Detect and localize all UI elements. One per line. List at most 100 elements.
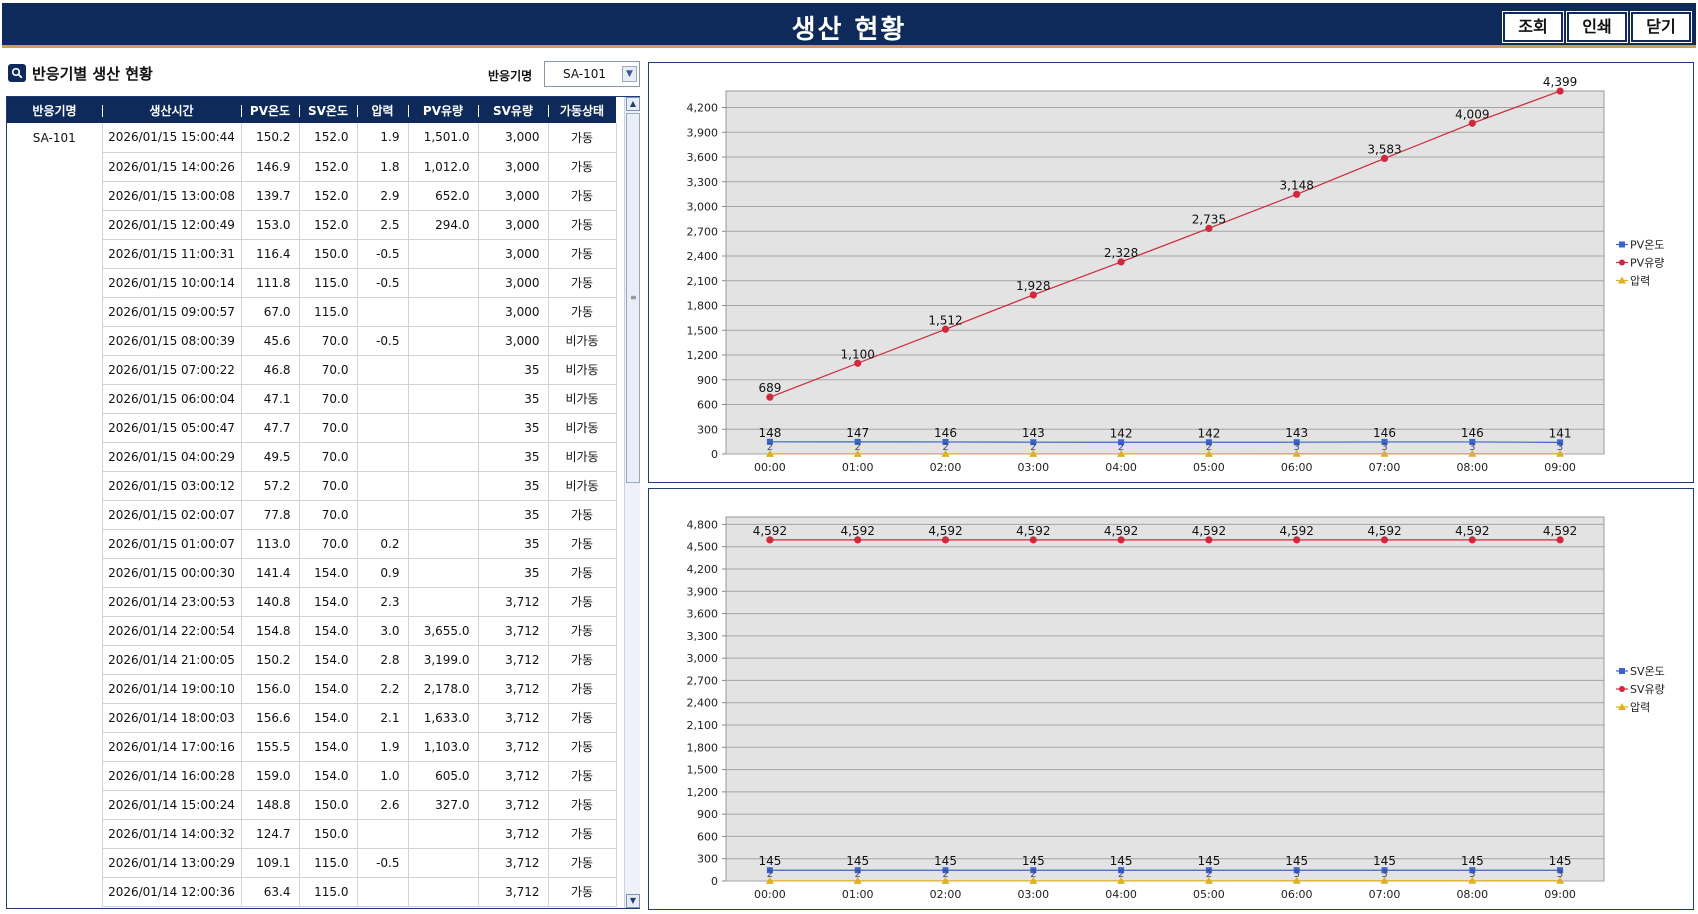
- table-row[interactable]: 2026/01/15 03:00:12 57.2 70.0 35 비가동: [7, 471, 617, 501]
- data-label: 141: [1549, 426, 1572, 440]
- table-row[interactable]: 2026/01/14 17:00:16 155.5 154.0 1.9 1,103.0 3…: [7, 732, 617, 762]
- data-point: [1029, 291, 1037, 299]
- table-cell: 2026/01/15 04:00:29: [102, 442, 242, 472]
- table-cell: 139.7: [241, 181, 300, 211]
- table-cell: 2.3: [357, 587, 409, 617]
- table-cell: 2026/01/15 13:00:08: [102, 181, 242, 211]
- table-cell: 가동: [548, 558, 617, 588]
- data-label: 2: [942, 442, 948, 453]
- table-row[interactable]: 2026/01/15 10:00:14 111.8 115.0 -0.5 3,000 가동: [7, 268, 617, 298]
- table-cell: 327.0: [408, 790, 479, 820]
- table-cell: 2,178.0: [408, 674, 479, 704]
- x-tick-label: 00:00: [754, 888, 786, 901]
- table-cell: 47.1: [241, 384, 300, 414]
- scroll-down-icon[interactable]: ▼: [626, 894, 640, 908]
- table-cell: [357, 384, 409, 414]
- column-header[interactable]: PV유량: [408, 97, 478, 123]
- data-label: 4,592: [1192, 524, 1226, 538]
- table-row[interactable]: SA-101 2026/01/15 15:00:44 150.2 152.0 1.9 1,…: [7, 123, 617, 153]
- table-row[interactable]: 2026/01/14 19:00:10 156.0 154.0 2.2 2,178.0 3…: [7, 674, 617, 704]
- table-cell: 1.8: [357, 152, 409, 182]
- table-cell: [357, 297, 409, 327]
- data-label: 4,592: [841, 524, 875, 538]
- data-point: [1556, 536, 1564, 544]
- table-cell: 49.5: [241, 442, 300, 472]
- data-label: 2: [767, 869, 773, 880]
- table-cell: 2026/01/15 08:00:39: [102, 326, 242, 356]
- table-cell: 2026/01/14 16:00:28: [102, 761, 242, 791]
- data-label: 146: [934, 426, 957, 440]
- table-cell: 1.9: [357, 732, 409, 762]
- table-row[interactable]: 2026/01/14 12:00:36 63.4 115.0 3,712 가동: [7, 877, 617, 907]
- table-row[interactable]: 2026/01/14 23:00:53 140.8 154.0 2.3 3,712 가동: [7, 587, 617, 617]
- reactor-cell: [7, 297, 103, 326]
- table-cell: 2026/01/15 01:00:07: [102, 529, 242, 559]
- table-row[interactable]: 2026/01/15 12:00:49 153.0 152.0 2.5 294.0 3,0…: [7, 210, 617, 240]
- table-cell: [408, 848, 479, 878]
- table-row[interactable]: 2026/01/15 01:00:07 113.0 70.0 0.2 35 가동: [7, 529, 617, 559]
- table-cell: 141.4: [241, 558, 300, 588]
- legend-label: PV온도: [1630, 239, 1664, 252]
- column-header[interactable]: 가동상태: [548, 97, 616, 123]
- table-cell: [408, 355, 479, 385]
- data-label: 145: [1549, 854, 1572, 868]
- table-cell: 70.0: [299, 500, 358, 530]
- table-row[interactable]: 2026/01/14 21:00:05 150.2 154.0 2.8 3,199.0 3…: [7, 645, 617, 675]
- data-label: 3: [1294, 442, 1300, 453]
- scroll-up-icon[interactable]: ▲: [626, 97, 640, 111]
- page-title: 생산 현황: [791, 15, 907, 45]
- table-cell: 가동: [548, 239, 617, 269]
- series-line: [769, 90, 1561, 398]
- column-header[interactable]: SV유량: [478, 97, 548, 123]
- table-row[interactable]: 2026/01/14 18:00:03 156.6 154.0 2.1 1,633.0 3…: [7, 703, 617, 733]
- table-row[interactable]: 2026/01/15 05:00:47 47.7 70.0 35 비가동: [7, 413, 617, 443]
- table-cell: 가동: [548, 732, 617, 762]
- table-cell: 가동: [548, 761, 617, 791]
- column-header[interactable]: 생산시간: [102, 97, 241, 123]
- reactor-cell: [7, 413, 103, 442]
- x-tick-label: 09:00: [1544, 888, 1576, 901]
- reactor-filter-label: 반응기명: [488, 69, 533, 83]
- table-row[interactable]: 2026/01/14 22:00:54 154.8 154.0 3.0 3,655.0 3…: [7, 616, 617, 646]
- reactor-select[interactable]: SA-101 ▼: [544, 61, 640, 87]
- column-header[interactable]: PV온도: [241, 97, 299, 123]
- table-row[interactable]: 2026/01/14 16:00:28 159.0 154.0 1.0 605.0 3,7…: [7, 761, 617, 791]
- data-point: [765, 876, 774, 884]
- table-cell: 2.6: [357, 790, 409, 820]
- grip-icon: ≡: [630, 293, 637, 302]
- table-cell: 152.0: [299, 210, 358, 240]
- table-cell: 155.5: [241, 732, 300, 762]
- chart-panel-sv: 0 300 600 900 1,200 1,500 1,800 2,100 2,400 2,700…: [648, 488, 1694, 910]
- table-row[interactable]: 2026/01/15 07:00:22 46.8 70.0 35 비가동: [7, 355, 617, 385]
- table-row[interactable]: 2026/01/15 02:00:07 77.8 70.0 35 가동: [7, 500, 617, 530]
- table-row[interactable]: 2026/01/15 00:00:30 141.4 154.0 0.9 35 가동: [7, 558, 617, 588]
- table-row[interactable]: 2026/01/14 13:00:29 109.1 115.0 -0.5 3,712 가동: [7, 848, 617, 878]
- table-cell: 3,199.0: [408, 645, 479, 675]
- column-header[interactable]: 반응기명: [7, 97, 102, 123]
- table-cell: 가동: [548, 529, 617, 559]
- table-cell: [408, 297, 479, 327]
- table-scrollbar[interactable]: ▲ ≡ ▼: [624, 97, 640, 908]
- data-point: [1557, 867, 1564, 874]
- reactor-cell: SA-101: [7, 123, 103, 152]
- close-button[interactable]: 닫기: [1630, 11, 1692, 43]
- table-row[interactable]: 2026/01/15 14:00:26 146.9 152.0 1.8 1,012.0 3…: [7, 152, 617, 182]
- table-row[interactable]: 2026/01/15 13:00:08 139.7 152.0 2.9 652.0 3,0…: [7, 181, 617, 211]
- search-button[interactable]: 조회: [1502, 11, 1564, 43]
- chevron-down-icon[interactable]: ▼: [622, 66, 637, 82]
- table-row[interactable]: 2026/01/15 09:00:57 67.0 115.0 3,000 가동: [7, 297, 617, 327]
- print-button[interactable]: 인쇄: [1566, 11, 1628, 43]
- table-row[interactable]: 2026/01/15 04:00:29 49.5 70.0 35 비가동: [7, 442, 617, 472]
- table-row[interactable]: 2026/01/15 06:00:04 47.1 70.0 35 비가동: [7, 384, 617, 414]
- table-row[interactable]: 2026/01/14 15:00:24 148.8 150.0 2.6 327.0 3,7…: [7, 790, 617, 820]
- scrollbar-thumb[interactable]: ≡: [626, 113, 640, 483]
- table-cell: 35: [478, 413, 549, 443]
- y-tick-label: 300: [697, 423, 718, 436]
- table-cell: 35: [478, 529, 549, 559]
- column-header[interactable]: SV온도: [299, 97, 357, 123]
- data-point: [1030, 439, 1037, 446]
- table-row[interactable]: 2026/01/15 11:00:31 116.4 150.0 -0.5 3,000 가동: [7, 239, 617, 269]
- table-row[interactable]: 2026/01/14 14:00:32 124.7 150.0 3,712 가동: [7, 819, 617, 849]
- column-header[interactable]: 압력: [357, 97, 408, 123]
- table-row[interactable]: 2026/01/15 08:00:39 45.6 70.0 -0.5 3,000 비가동: [7, 326, 617, 356]
